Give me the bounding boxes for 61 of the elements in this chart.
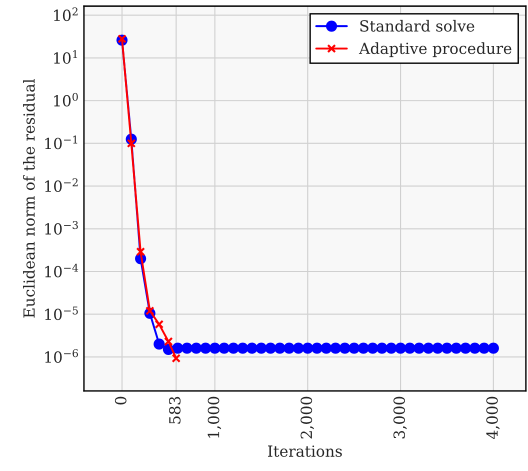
- point: [154, 320, 164, 329]
- legend-label: Adaptive procedure: [358, 42, 512, 58]
- point: [450, 342, 462, 354]
- point: [145, 306, 154, 316]
- point: [386, 342, 397, 354]
- point: [302, 342, 314, 354]
- point: [348, 342, 360, 354]
- point: [190, 342, 202, 354]
- y-tick-label: 10$^{2}$: [54, 7, 78, 22]
- point: [414, 342, 425, 354]
- x-axis-title: Iterations: [268, 445, 342, 457]
- point: [246, 342, 258, 354]
- legend-label: Standard solve: [360, 20, 474, 32]
- point: [358, 342, 369, 354]
- x-tick-label: 4,000: [486, 396, 500, 440]
- point: [367, 342, 378, 354]
- point: [320, 342, 332, 354]
- point: [209, 342, 220, 354]
- point: [274, 342, 286, 354]
- x-tick-label: 583: [169, 396, 181, 424]
- point: [265, 342, 276, 354]
- point: [478, 342, 490, 354]
- y-tick-label: 10$^{−4}$: [45, 264, 78, 278]
- point: [256, 342, 267, 354]
- point: [441, 342, 453, 354]
- point: [172, 354, 181, 363]
- x-tick-label: 2,000: [300, 396, 314, 438]
- point: [404, 342, 416, 354]
- x-tick-label: 1,000: [208, 396, 222, 438]
- point: [218, 342, 230, 354]
- y-tick-label: 10$^{−6}$: [45, 349, 78, 363]
- point: [181, 342, 193, 354]
- point: [164, 336, 173, 346]
- point: [284, 342, 295, 354]
- y-tick-label: 10$^{−3}$: [45, 220, 78, 235]
- point: [237, 342, 248, 354]
- point: [136, 247, 146, 256]
- point: [376, 342, 388, 354]
- y-tick-label: 10$^{−5}$: [45, 306, 78, 320]
- point: [330, 342, 342, 354]
- point: [432, 342, 444, 354]
- y-tick-label: 10$^{0}$: [54, 92, 78, 107]
- point: [228, 342, 239, 354]
- point: [488, 342, 499, 354]
- point: [154, 338, 165, 350]
- point: [118, 34, 127, 44]
- point: [422, 342, 434, 354]
- x-tick-label: 0: [114, 396, 126, 405]
- x-tick-label: 3,000: [393, 396, 407, 438]
- point: [394, 342, 406, 354]
- point: [339, 342, 350, 354]
- point: [200, 342, 212, 354]
- point: [126, 138, 136, 148]
- y-tick-label: 10$^{−1}$: [45, 136, 78, 150]
- y-tick-label: 10$^{1}$: [54, 50, 78, 64]
- y-tick-label: 10$^{−2}$: [45, 178, 78, 192]
- y-axis-title: Euclidean norm of the residual: [23, 79, 35, 318]
- point: [292, 342, 304, 354]
- point: [469, 342, 480, 354]
- point: [311, 342, 323, 354]
- point: [460, 342, 472, 354]
